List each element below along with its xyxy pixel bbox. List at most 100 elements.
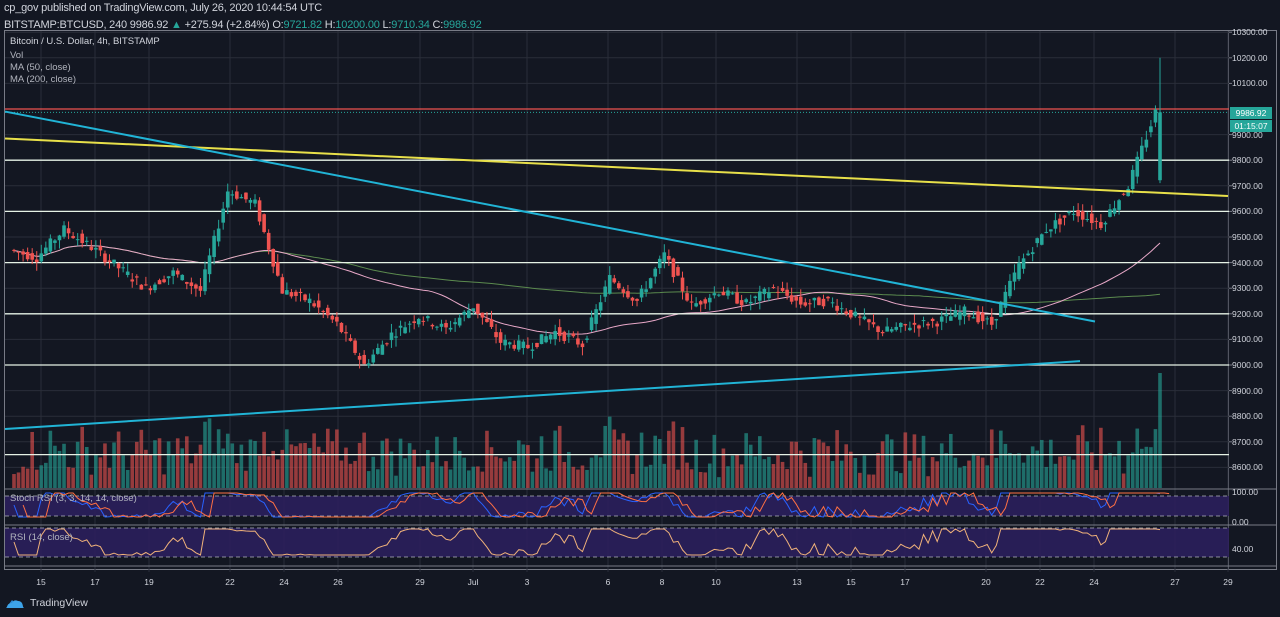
legend-vol[interactable]: Vol xyxy=(10,50,24,61)
tradingview-branding[interactable]: TradingView xyxy=(4,597,88,609)
legend-ma200[interactable]: MA (200, close) xyxy=(10,74,76,85)
candle-body xyxy=(44,247,48,254)
volume-bar xyxy=(344,447,348,488)
volume-bar xyxy=(171,454,175,488)
volume-bar xyxy=(926,476,930,488)
candle-body xyxy=(453,322,457,325)
volume-bar xyxy=(808,476,812,488)
volume-bar xyxy=(403,458,407,488)
volume-bar xyxy=(353,460,357,488)
candle-body xyxy=(1126,188,1130,197)
legend-stoch-rsi[interactable]: Stoch RSI (3, 3, 14, 14, close) xyxy=(10,493,137,504)
volume-bar xyxy=(976,455,980,488)
candle-body xyxy=(1017,262,1021,280)
candle-body xyxy=(644,289,648,292)
volume-bar xyxy=(444,461,448,488)
volume-bar xyxy=(462,457,467,488)
volume-bar xyxy=(744,433,748,488)
candle-body xyxy=(535,342,539,348)
candle-body xyxy=(335,316,339,322)
candle-body xyxy=(567,335,571,337)
candle-body xyxy=(107,260,112,262)
candle-body xyxy=(139,284,144,290)
volume-bar xyxy=(421,466,426,488)
volume-bar xyxy=(30,431,34,488)
candle-body xyxy=(1008,280,1012,297)
volume-bar xyxy=(767,456,771,488)
volume-bar xyxy=(626,440,630,488)
volume-bar xyxy=(985,465,989,488)
price-label: 9600.00 xyxy=(1232,206,1263,217)
volume-bar xyxy=(357,442,362,488)
volume-bar xyxy=(248,439,253,488)
candle-body xyxy=(967,315,971,317)
candle-body xyxy=(389,332,394,341)
candle-body xyxy=(598,302,603,311)
candle-body xyxy=(626,291,630,298)
volume-bar xyxy=(703,472,708,488)
legend-rsi[interactable]: RSI (14, close) xyxy=(10,532,73,543)
volume-bar xyxy=(71,467,75,488)
candle-body xyxy=(439,323,444,327)
candle-body xyxy=(485,318,489,322)
candle-body xyxy=(848,310,853,318)
candle-body xyxy=(571,333,576,337)
volume-bar xyxy=(1130,452,1135,488)
volume-bar xyxy=(935,461,939,488)
volume-bar xyxy=(1049,439,1053,488)
time-label: 29 xyxy=(415,577,425,587)
candle-body xyxy=(730,293,735,295)
candle-body xyxy=(34,259,39,263)
candle-body xyxy=(612,278,617,283)
candle-body xyxy=(66,228,71,234)
candle-body xyxy=(994,319,999,321)
volume-bar xyxy=(594,454,598,488)
volume-bar xyxy=(166,441,171,488)
candle-body xyxy=(903,324,908,326)
volume-bar xyxy=(225,433,230,488)
price-label: 10100.00 xyxy=(1232,78,1268,89)
legend-ma50[interactable]: MA (50, close) xyxy=(10,62,71,73)
candle-body xyxy=(134,276,139,278)
volume-bar xyxy=(1089,452,1094,488)
candle-body xyxy=(175,270,180,275)
volume-bar xyxy=(794,441,798,488)
volume-bar xyxy=(712,434,717,488)
price-label: 9200.00 xyxy=(1232,308,1263,319)
volume-bar xyxy=(780,461,785,488)
price-label: 9300.00 xyxy=(1232,283,1263,294)
candle-body xyxy=(25,252,30,260)
up-triangle-icon: ▲ xyxy=(171,19,182,31)
volume-bar xyxy=(980,457,985,488)
candle-body xyxy=(103,253,107,263)
volume-bar xyxy=(512,460,517,488)
candle-body xyxy=(812,297,817,301)
candle-body xyxy=(57,235,62,241)
volume-bar xyxy=(253,440,257,488)
volume-bar xyxy=(194,453,198,488)
volume-bar xyxy=(635,454,639,488)
candle-body xyxy=(726,290,730,296)
volume-bar xyxy=(726,466,730,488)
candle-body xyxy=(380,344,385,355)
volume-bar xyxy=(621,433,626,488)
volume-bar xyxy=(189,463,194,488)
price-axis[interactable] xyxy=(1229,30,1277,570)
candle-body xyxy=(735,292,739,304)
candle-body xyxy=(1094,220,1099,222)
candle-body xyxy=(939,316,944,322)
candle-body xyxy=(694,303,698,307)
time-label: 6 xyxy=(605,577,611,587)
volume-bar xyxy=(389,451,394,488)
price-label: 9700.00 xyxy=(1232,180,1263,191)
candle-body xyxy=(835,305,839,311)
candle-body xyxy=(480,312,485,318)
candle-body xyxy=(785,289,789,296)
candle-body xyxy=(285,290,289,295)
candle-body xyxy=(348,338,353,341)
candle-body xyxy=(1071,213,1076,215)
candle-body xyxy=(803,302,808,306)
candle-body xyxy=(926,323,930,326)
candle-body xyxy=(817,297,821,306)
